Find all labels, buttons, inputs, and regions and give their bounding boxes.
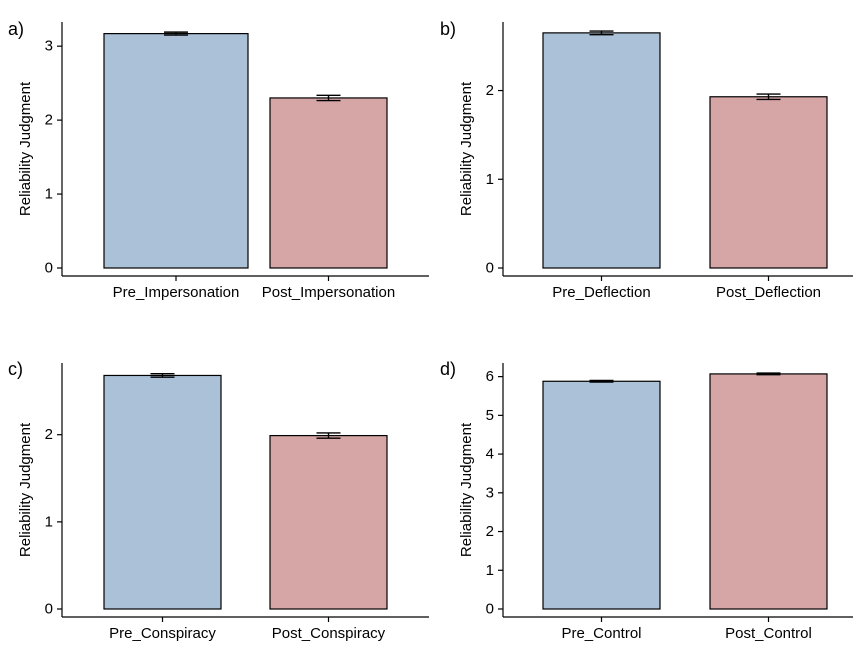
y-tick-label: 0 bbox=[486, 601, 494, 618]
chart-panel-3: d) 0 1 2 3 4 5 6 Reliability Judgment Pre_Control… bbox=[440, 359, 853, 642]
panel-label: d) bbox=[440, 359, 456, 379]
y-tick-label: 0 bbox=[45, 601, 53, 618]
chart-panel-1: b) 0 1 2 Reliability Judgment Pre_Deflection P… bbox=[440, 19, 853, 301]
bar bbox=[542, 32, 661, 269]
bar bbox=[709, 96, 828, 269]
y-tick-label: 2 bbox=[486, 523, 494, 540]
bar bbox=[709, 373, 828, 610]
y-tick-label: 3 bbox=[486, 484, 494, 501]
y-tick-label: 0 bbox=[486, 260, 494, 277]
bar bbox=[269, 97, 388, 269]
x-tick-label: Pre_Impersonation bbox=[113, 284, 240, 301]
x-tick-label: Post_Control bbox=[725, 625, 812, 642]
y-tick-label: 1 bbox=[45, 186, 53, 203]
y-tick-label: 2 bbox=[45, 112, 53, 129]
y-tick-label: 2 bbox=[45, 426, 53, 443]
panel-label: c) bbox=[8, 359, 23, 379]
chart-panel-0: a) 0 1 2 3 Reliability Judgment Pre_Impersonat… bbox=[8, 19, 429, 301]
panel-label: b) bbox=[440, 19, 456, 39]
x-tick-label: Pre_Deflection bbox=[552, 284, 650, 301]
x-tick-label: Pre_Control bbox=[561, 625, 641, 642]
y-tick-label: 1 bbox=[486, 562, 494, 579]
x-tick-label: Post_Deflection bbox=[716, 284, 821, 301]
y-tick-label: 5 bbox=[486, 407, 494, 424]
y-tick-label: 2 bbox=[486, 82, 494, 99]
y-tick-label: 1 bbox=[486, 171, 494, 188]
y-axis-title: Reliability Judgment bbox=[17, 81, 34, 216]
bar bbox=[103, 33, 249, 269]
y-axis-title: Reliability Judgment bbox=[17, 422, 34, 557]
y-tick-label: 0 bbox=[45, 260, 53, 277]
y-axis-title: Reliability Judgment bbox=[458, 81, 475, 216]
bar bbox=[103, 374, 222, 610]
y-tick-label: 3 bbox=[45, 38, 53, 55]
y-axis-title: Reliability Judgment bbox=[458, 422, 475, 557]
chart-panel-2: c) 0 1 2 Reliability Judgment Pre_Conspiracy P… bbox=[8, 359, 429, 642]
x-tick-label: Post_Conspiracy bbox=[272, 625, 386, 642]
x-tick-label: Post_Impersonation bbox=[262, 284, 395, 301]
bar bbox=[269, 434, 388, 610]
y-tick-label: 1 bbox=[45, 513, 53, 530]
bar bbox=[542, 380, 661, 610]
x-tick-label: Pre_Conspiracy bbox=[109, 625, 216, 642]
y-tick-label: 6 bbox=[486, 368, 494, 385]
y-tick-label: 4 bbox=[486, 446, 494, 463]
panel-label: a) bbox=[8, 19, 24, 39]
